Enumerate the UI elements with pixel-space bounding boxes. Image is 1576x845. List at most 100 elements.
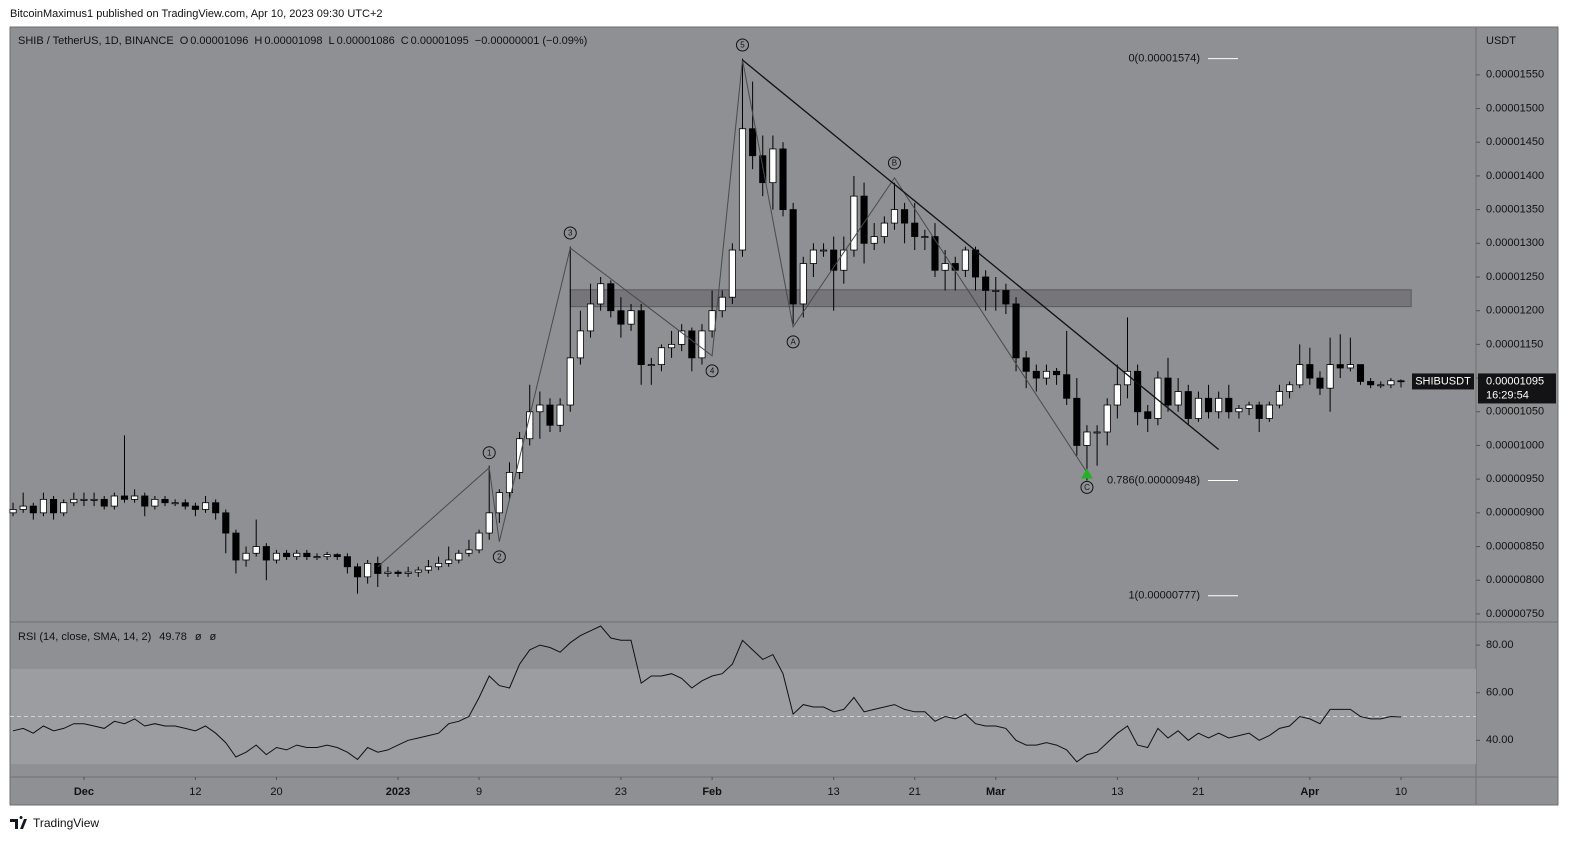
candle-body [343, 556, 351, 568]
candle-body [313, 556, 321, 559]
candle-body [29, 505, 37, 514]
candle-body [1377, 384, 1385, 387]
candle-body [880, 222, 888, 237]
y-tick-label: 0.00001400 [1486, 170, 1544, 182]
candle-body [445, 559, 453, 564]
candle-body [728, 249, 736, 298]
candle-body [820, 249, 828, 252]
candle-body [212, 502, 220, 514]
wave-label-circle [786, 335, 800, 349]
candle-body [1306, 364, 1314, 379]
y-tick-label: 0.00001450 [1486, 136, 1544, 148]
price-unit: USDT [1486, 35, 1516, 47]
candle-body [181, 502, 189, 507]
candle-body [262, 546, 270, 561]
candle-body [374, 562, 382, 574]
candle-body [1286, 384, 1294, 392]
y-tick-label: 0.00001200 [1486, 305, 1544, 317]
rsi-tick-label: 80.00 [1486, 639, 1514, 651]
candle-body [1022, 357, 1030, 372]
candle-body [272, 552, 280, 561]
wave-label-circle [705, 364, 719, 378]
symbol-tag [1412, 373, 1474, 390]
ohlc-key: O [180, 35, 189, 47]
y-tick-label: 0.00000950 [1486, 473, 1544, 485]
candle-body [232, 532, 240, 561]
y-tick-label: 0.00001000 [1486, 439, 1544, 451]
candle-body [921, 236, 929, 238]
y-tick-label: 0.00000800 [1486, 574, 1544, 586]
ohlc-key: C [401, 35, 409, 47]
candle-body [698, 330, 706, 359]
rsi-line [12, 625, 1402, 763]
candle-body [414, 569, 422, 573]
candle-body [1164, 377, 1172, 406]
candle-body [860, 195, 868, 244]
candle-body [1215, 397, 1223, 413]
candle-body [364, 562, 372, 578]
candle-body [1053, 370, 1061, 376]
trendline [742, 59, 1220, 451]
candle-body [191, 505, 199, 510]
ohlc-key: L [328, 35, 334, 47]
candle-body [718, 296, 726, 312]
rsi-na: ø [210, 631, 217, 643]
candle-body [546, 404, 554, 426]
candle-body [931, 236, 939, 271]
candle-body [749, 128, 757, 157]
candle-body [1367, 381, 1375, 386]
candle-body [890, 209, 899, 224]
candle-body [323, 554, 331, 558]
candle-body [90, 498, 98, 501]
candle-body [80, 498, 88, 501]
candle-body [668, 343, 676, 349]
candle-body [840, 249, 848, 271]
x-tick-label: Mar [986, 786, 1006, 798]
candle-body [1083, 431, 1091, 446]
candle-body [1225, 397, 1233, 413]
candle-body [50, 498, 58, 514]
candle-body [1002, 290, 1010, 305]
wave-label-circle [887, 156, 901, 170]
candle-body [1316, 377, 1324, 389]
candle-body [850, 195, 858, 251]
candle-body [404, 571, 412, 574]
candle-body [394, 571, 402, 574]
candle-body [830, 249, 838, 271]
wave-label-circle [735, 38, 749, 52]
candle-body [1245, 404, 1253, 409]
candle-body [1012, 303, 1020, 359]
candle-body [708, 310, 716, 332]
candle-body [151, 498, 159, 507]
candle-body [120, 495, 129, 500]
candle-body [100, 498, 108, 507]
candle-body [1042, 370, 1050, 379]
candle-body [586, 303, 595, 332]
candle-body [678, 330, 686, 345]
x-tick-label: 20 [270, 786, 282, 798]
candle-body [475, 532, 483, 551]
candle-body [1103, 404, 1111, 433]
candle-body [1134, 370, 1142, 413]
candle-body [495, 492, 503, 514]
rsi-value: 49.78 [159, 631, 187, 643]
candle-body [1184, 391, 1192, 419]
candle-body [1174, 391, 1182, 406]
resistance-zone [569, 289, 1412, 308]
candle-body [9, 509, 17, 514]
candle-body [941, 263, 949, 271]
candle-body [110, 495, 118, 507]
candle-body [657, 347, 665, 365]
candle-body [485, 512, 493, 534]
candle-body [19, 505, 27, 510]
x-tick-label: 23 [615, 786, 627, 798]
wave-path [377, 59, 1088, 568]
wave-label: B [892, 159, 897, 168]
candle-body [566, 357, 574, 406]
y-tick-label: 0.00001250 [1486, 271, 1544, 283]
x-tick-label: Dec [74, 786, 94, 798]
candle-body [688, 330, 696, 359]
candle-body [627, 310, 635, 325]
candle-body [1346, 364, 1354, 369]
candle-body [1397, 380, 1405, 383]
